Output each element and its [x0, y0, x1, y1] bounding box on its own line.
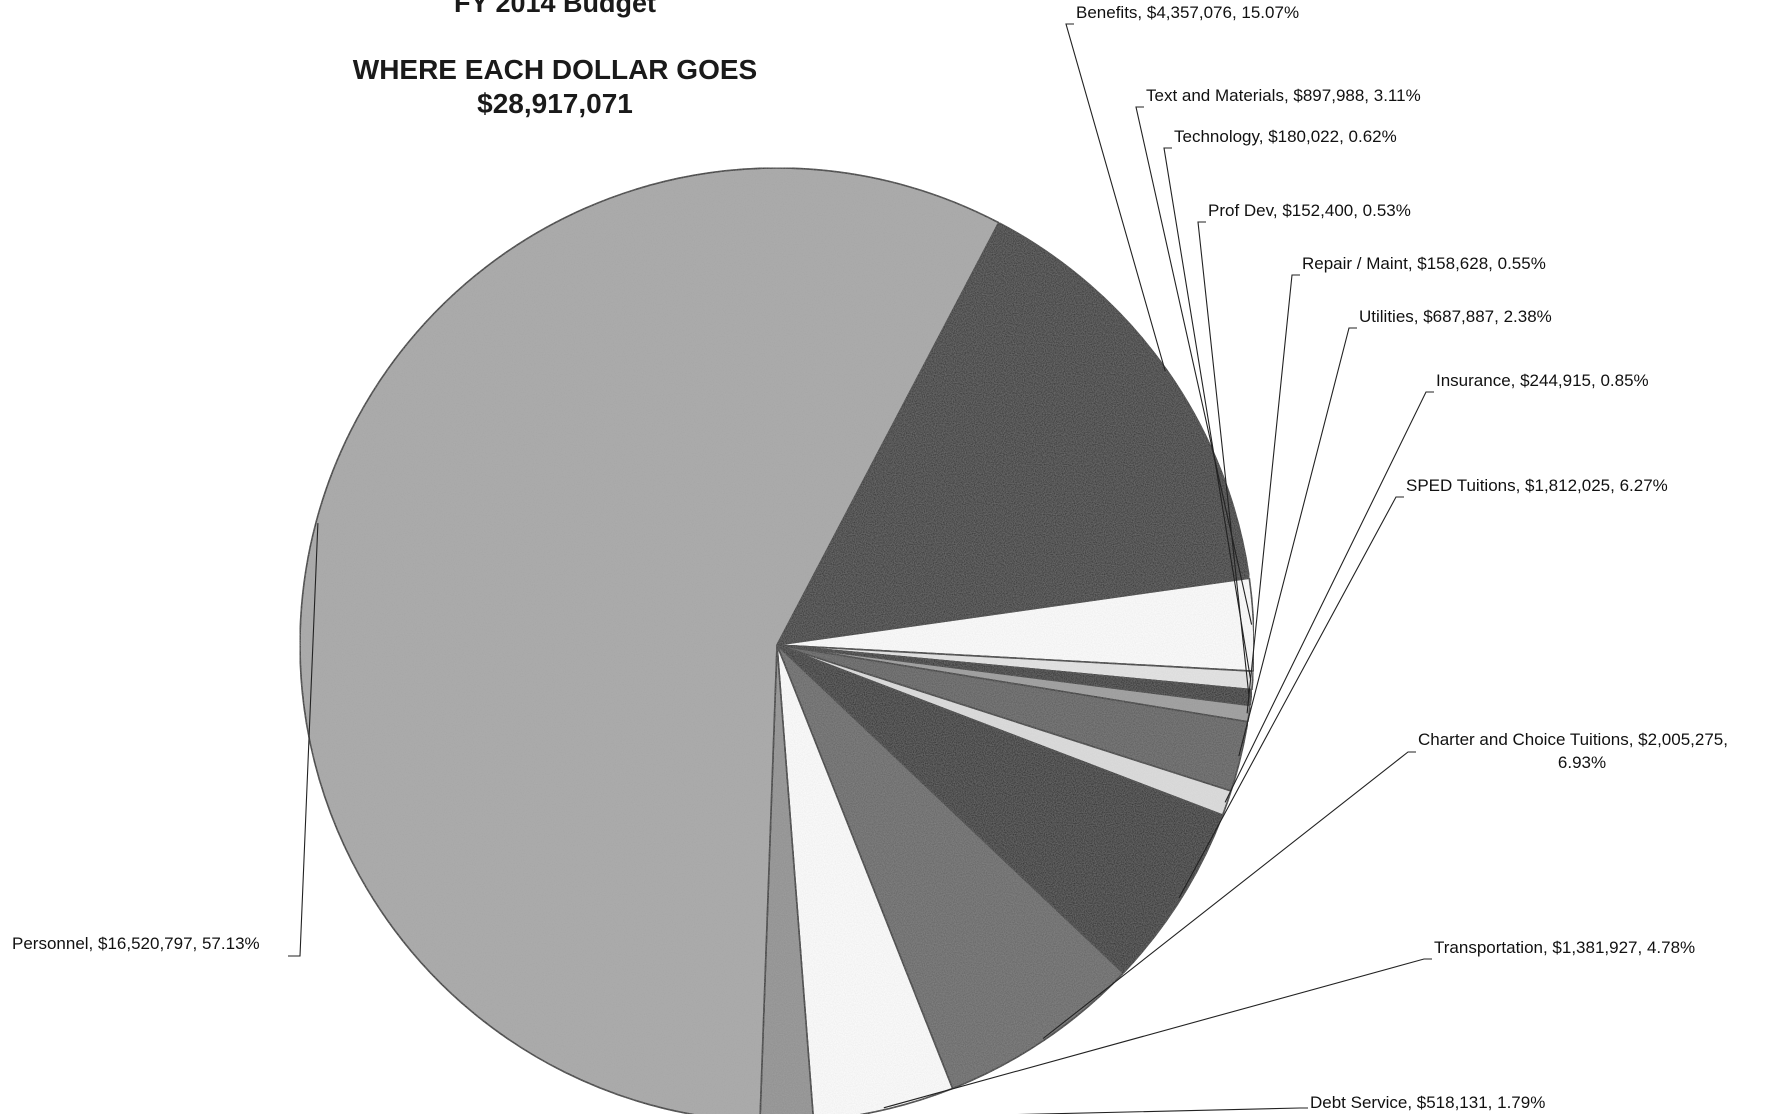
pie-slice-benefits	[775, 221, 1251, 647]
leader-line-repair-maint	[1246, 274, 1300, 714]
leader-line-personnel	[288, 523, 319, 957]
slice-label-sped-tuitions: SPED Tuitions, $1,812,025, 6.27%	[1406, 476, 1668, 495]
leader-line-charter-and-choice-tuitions	[1042, 751, 1416, 1039]
slice-label-benefits: Benefits, $4,357,076, 15.07%	[1076, 3, 1299, 22]
slices-layer	[299, 167, 1255, 1114]
leader-line-technology	[1163, 147, 1252, 681]
leader-line-prof-dev	[1197, 221, 1250, 698]
labels-layer: Benefits, $4,357,076, 15.07% Text and Mat…	[12, 3, 1728, 1112]
slice-label-insurance: Insurance, $244,915, 0.85%	[1436, 371, 1649, 390]
leader-line-utilities	[1238, 327, 1357, 757]
leader-line-sped-tuitions	[1178, 496, 1404, 899]
leader-line-debt-service	[1017, 1107, 1308, 1114]
chart-title: FY 2014 Budget	[453, 0, 657, 18]
chart-total: $28,917,071	[477, 88, 633, 119]
leader-lines-layer	[288, 23, 1434, 1114]
slice-label-personnel: Personnel, $16,520,797, 57.13%	[12, 934, 260, 953]
slice-label-repair-maint: Repair / Maint, $158,628, 0.55%	[1302, 254, 1546, 273]
chart-subtitle: WHERE EACH DOLLAR GOES	[352, 54, 758, 85]
slice-label-text-and-materials: Text and Materials, $897,988, 3.11%	[1146, 86, 1421, 105]
leader-line-benefits	[1065, 23, 1166, 372]
slice-label-utilities: Utilities, $687,887, 2.38%	[1359, 307, 1552, 326]
slice-label-technology: Technology, $180,022, 0.62%	[1174, 127, 1397, 146]
slice-label-transportation: Transportation, $1,381,927, 4.78%	[1434, 938, 1695, 957]
leader-line-transportation	[883, 958, 1432, 1109]
slice-label-charter-and-choice-tuitions: Charter and Choice Tuitions, $2,005,275,	[1418, 730, 1728, 749]
slice-label-line2-charter-and-choice-tuitions: 6.93%	[1558, 753, 1606, 772]
slice-label-debt-service: Debt Service, $518,131, 1.79%	[1310, 1093, 1545, 1112]
pie-slice-personnel	[299, 167, 1000, 1114]
slice-label-prof-dev: Prof Dev, $152,400, 0.53%	[1208, 201, 1411, 220]
leader-line-insurance	[1224, 391, 1434, 803]
